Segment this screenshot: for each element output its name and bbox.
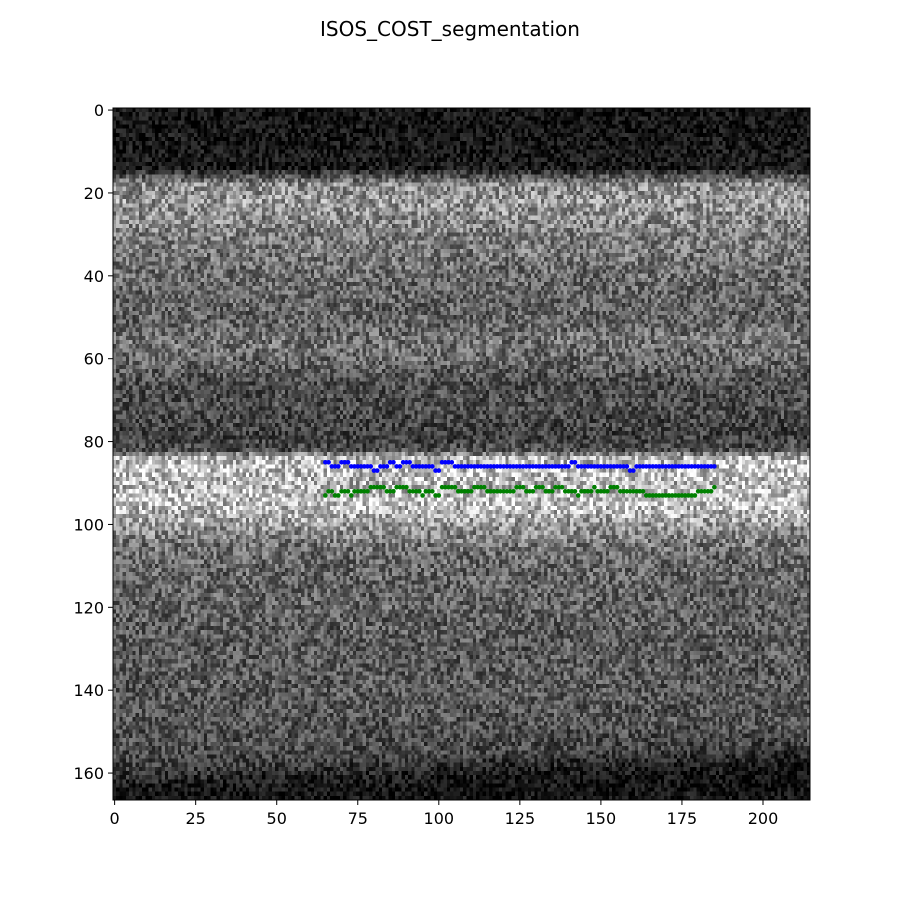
series-1-point <box>420 493 425 498</box>
x-tick-label: 125 <box>505 809 536 828</box>
series-1-point <box>709 489 714 494</box>
x-tick-label: 175 <box>667 809 698 828</box>
series-1-point <box>521 485 526 490</box>
series-0-point <box>437 468 442 473</box>
series-0-point <box>326 460 331 465</box>
series-1-point <box>469 489 474 494</box>
y-tick-label: 0 <box>94 101 104 120</box>
series-1-point <box>511 489 516 494</box>
series-0-point <box>566 464 571 469</box>
y-tick-label: 60 <box>84 350 104 369</box>
series-1-point <box>540 485 545 490</box>
x-tick-label: 50 <box>267 809 287 828</box>
y-tick-label: 20 <box>84 184 104 203</box>
series-0-point <box>346 460 351 465</box>
series-0-point <box>631 468 636 473</box>
series-1-point <box>336 493 341 498</box>
oct-bscan-image <box>113 108 810 800</box>
series-1-point <box>531 489 536 494</box>
series-1-point <box>381 485 386 490</box>
series-1-point <box>430 489 435 494</box>
series-1-point <box>391 489 396 494</box>
chart-title: ISOS_COST_segmentation <box>320 17 580 41</box>
series-1-point <box>437 493 442 498</box>
y-tick-label: 160 <box>73 764 104 783</box>
series-0-point <box>625 464 630 469</box>
series-0-point <box>398 464 403 469</box>
series-1-point <box>417 489 422 494</box>
series-0-point <box>375 468 380 473</box>
series-1-point <box>712 485 717 490</box>
x-tick-label: 25 <box>185 809 205 828</box>
x-tick-label: 75 <box>348 809 368 828</box>
y-tick-label: 140 <box>73 681 104 700</box>
series-1-point <box>349 493 354 498</box>
series-0-point <box>336 464 341 469</box>
series-0-point <box>407 460 412 465</box>
series-1-point <box>346 489 351 494</box>
series-1-point <box>560 485 565 490</box>
x-tick-label: 100 <box>424 809 455 828</box>
series-0-point <box>385 464 390 469</box>
series-1-point <box>453 485 458 490</box>
series-1-point <box>589 489 594 494</box>
series-1-point <box>482 485 487 490</box>
series-1-point <box>592 485 597 490</box>
x-tick-label: 150 <box>586 809 617 828</box>
series-0-point <box>430 464 435 469</box>
series-1-point <box>605 489 610 494</box>
series-1-point <box>576 493 581 498</box>
y-tick-label: 120 <box>73 598 104 617</box>
series-1-point <box>365 489 370 494</box>
y-tick-label: 40 <box>84 267 104 286</box>
y-tick-label: 80 <box>84 433 104 452</box>
series-1-point <box>330 489 335 494</box>
series-0-point <box>712 464 717 469</box>
series-1-point <box>693 493 698 498</box>
series-1-point <box>550 489 555 494</box>
series-0-point <box>449 460 454 465</box>
x-tick-label: 200 <box>748 809 779 828</box>
series-1-point <box>573 489 578 494</box>
x-tick-label: 0 <box>110 809 120 828</box>
series-1-point <box>404 485 409 490</box>
series-1-point <box>641 489 646 494</box>
series-1-point <box>615 485 620 490</box>
series-0-point <box>368 464 373 469</box>
oct-image <box>113 108 810 800</box>
series-1-point <box>323 493 328 498</box>
y-tick-label: 100 <box>73 515 104 534</box>
series-0-point <box>573 460 578 465</box>
series-0-point <box>391 460 396 465</box>
